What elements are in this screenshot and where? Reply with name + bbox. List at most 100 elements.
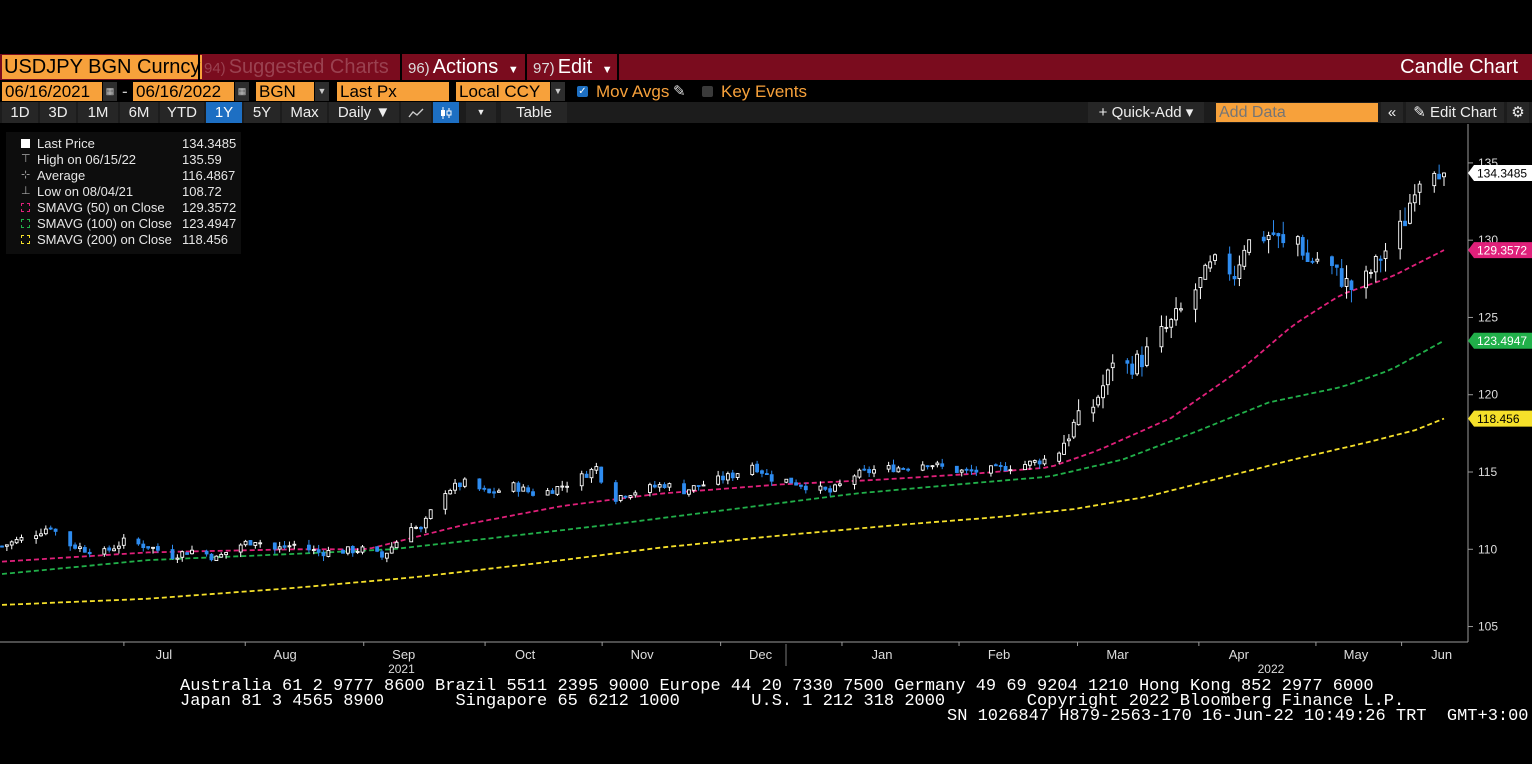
sma200-line [1,417,1445,606]
candle-chart-icon[interactable] [433,102,459,123]
candle-body [1383,250,1388,260]
chevron-down-icon[interactable]: ▼ [466,102,496,123]
candle-body [755,463,760,473]
legend-value: 123.4947 [182,216,237,231]
candle-body [1023,464,1027,471]
candle-body [594,466,599,471]
edit-menu[interactable]: 97) Edit ▼ [533,54,613,80]
footer-contacts-line2: Japan 81 3 4565 8900 Singapore 65 6212 1… [180,692,1405,711]
candle-body [701,484,706,487]
suggested-charts-label: Suggested Charts [228,56,389,78]
candle-body [964,468,969,471]
security-ticker[interactable]: USDJPY BGN Curncy [2,55,203,79]
candle-body [579,473,584,487]
candle-body [219,553,224,558]
candle-body [613,482,618,502]
candle-body [1315,258,1320,262]
candle-body [993,464,998,467]
candle-body [1096,396,1101,406]
candle-body [1008,469,1013,472]
price-field-select[interactable]: Last Px [337,82,449,101]
low-marker-icon: ⊥ [21,185,31,197]
chevron-down-icon: ▼ [507,64,519,76]
range-button-5y[interactable]: 5Y [244,102,280,123]
candle-body [1227,253,1232,275]
candle-body [1062,442,1066,455]
legend-row-sma200: SMAVG (200) on Close 118.456 [6,232,241,248]
key-events-checkbox[interactable] [702,86,713,97]
mov-avgs-label[interactable]: Mov Avgs [596,82,670,101]
divider [400,54,402,80]
pricing-source-field[interactable]: BGN [256,82,314,101]
legend-row-sma50: SMAVG (50) on Close 129.3572 [6,200,241,216]
candle-body [998,465,1003,467]
divider [525,54,527,80]
candle-body [1159,326,1164,348]
candle-body [180,551,185,558]
legend-label: Last Price [37,136,95,151]
legend-row-last-price: Last Price 134.3485 [6,136,241,152]
mov-avgs-checkbox[interactable]: ✓ [577,86,588,97]
candle-body [272,542,277,550]
chevron-down-icon: ▼ [601,64,613,76]
candle-body [686,489,691,495]
collapse-icon[interactable]: « [1381,102,1403,123]
table-button[interactable]: Table [501,102,567,123]
frequency-dropdown[interactable]: Daily ▼ [329,102,399,123]
candle-body [39,533,43,537]
candle-body [667,483,672,488]
chevron-down-icon[interactable]: ▼ [315,82,329,101]
range-button-3d[interactable]: 3D [40,102,76,123]
candle-body [1378,258,1383,261]
candle-body [14,539,19,544]
candle-body [458,482,462,488]
actions-menu[interactable]: 96) Actions ▼ [408,54,519,80]
end-date-field[interactable]: 06/16/2022 [133,82,234,101]
candle-body [1237,264,1242,279]
currency-select[interactable]: Local CCY [456,82,550,101]
candle-body [1261,236,1266,242]
range-button-max[interactable]: Max [282,102,327,123]
candle-body [920,464,925,471]
candle-body [584,473,589,478]
legend-value: 108.72 [182,184,222,199]
edit-chart-button[interactable]: ✎ Edit Chart [1406,102,1504,123]
gear-icon[interactable]: ⚙ [1507,102,1529,123]
candle-body [833,484,837,492]
start-date-field[interactable]: 06/16/2021 [2,82,102,101]
range-button-1d[interactable]: 1D [2,102,38,123]
key-events-label[interactable]: Key Events [721,82,807,101]
candle-body [1373,255,1378,273]
candle-body [1344,278,1349,287]
line-chart-icon[interactable] [401,102,431,123]
range-button-6m[interactable]: 6M [120,102,158,123]
range-button-ytd[interactable]: YTD [160,102,204,123]
candle-body [0,545,4,548]
legend-label: SMAVG (200) on Close [37,232,172,247]
candle-body [730,472,735,479]
range-button-1m[interactable]: 1M [78,102,118,123]
candle-body [277,546,282,550]
candle-body [117,545,121,549]
candle-body [1412,194,1417,204]
range-button-1y[interactable]: 1Y [206,102,242,123]
quick-add-button[interactable]: + Quick-Add ▾ [1088,102,1204,123]
chevron-down-icon[interactable]: ▼ [551,82,565,101]
candle-body [428,509,433,519]
divider [198,54,200,80]
candle-body [204,550,209,555]
pencil-icon[interactable]: ✎ [673,83,686,100]
add-data-input[interactable] [1216,103,1378,122]
calendar-icon[interactable]: ▦ [103,82,117,101]
candle-body [828,488,833,493]
candle-body [794,482,798,486]
legend-label: High on 06/15/22 [37,152,137,167]
calendar-icon[interactable]: ▦ [235,82,249,101]
candle-body [555,486,560,495]
suggested-charts-menu[interactable]: 94) Suggested Charts [204,54,389,80]
candle-body [872,469,876,474]
candle-body [170,549,175,559]
candle-body [1169,318,1174,328]
candle-body [307,544,311,551]
